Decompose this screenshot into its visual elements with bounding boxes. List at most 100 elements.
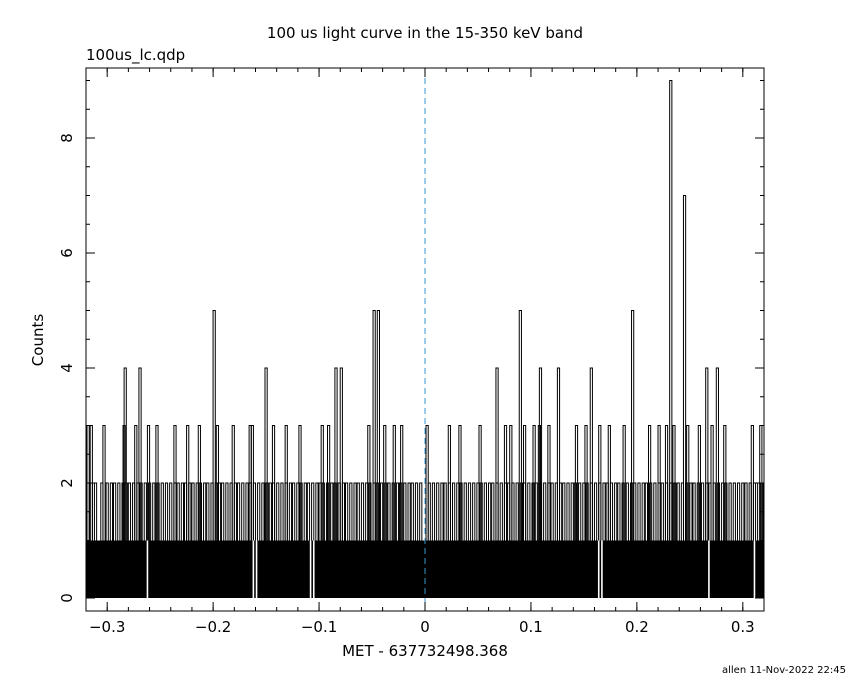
bin-count-3 <box>607 425 611 541</box>
bin-count-2 <box>732 482 736 541</box>
x-tick-label: −0.1 <box>301 618 337 636</box>
bin-count-2 <box>637 482 641 541</box>
bin-count-2 <box>467 482 472 541</box>
bin-count-3 <box>672 425 676 541</box>
bin-count-2 <box>236 482 241 541</box>
x-tick-label: 0 <box>420 618 430 636</box>
bin-count-2 <box>206 482 210 541</box>
zero-bin <box>753 540 756 599</box>
bin-count-2 <box>288 482 293 541</box>
bin-count-2 <box>593 482 598 541</box>
bin-count-2 <box>499 482 503 541</box>
bin-count-3 <box>383 425 387 541</box>
bin-count-2 <box>395 482 400 541</box>
bin-count-2 <box>245 482 249 541</box>
bin-count-2 <box>330 482 334 541</box>
bin-count-2 <box>143 482 147 541</box>
bin-count-2 <box>578 482 582 541</box>
x-axis-label: MET - 637732498.368 <box>342 642 508 660</box>
bin-count-2 <box>276 482 280 541</box>
bin-count-2 <box>440 482 444 541</box>
bin-count-2 <box>570 482 574 541</box>
bin-count-3 <box>547 425 551 541</box>
bin-count-3 <box>584 425 588 541</box>
bin-spike <box>372 310 376 541</box>
bin-count-2 <box>169 482 173 541</box>
bin-count-2 <box>353 482 357 541</box>
bin-count-3 <box>574 425 579 541</box>
bin-spike <box>669 80 673 541</box>
bin-count-3 <box>750 425 754 541</box>
bin-count-2 <box>164 482 169 541</box>
bin-count-3 <box>392 425 396 541</box>
bin-spike <box>715 367 719 541</box>
bin-count-2 <box>617 482 621 541</box>
bin-count-2 <box>463 482 467 541</box>
bin-count-2 <box>436 482 440 541</box>
bin-count-2 <box>261 482 265 541</box>
bin-count-3 <box>532 425 536 541</box>
y-tick-label: 0 <box>58 593 76 603</box>
bin-count-2 <box>692 482 696 541</box>
bin-count-2 <box>641 482 645 541</box>
bin-count-2 <box>268 482 272 541</box>
bin-count-3 <box>400 425 404 541</box>
plot-area <box>86 68 764 611</box>
x-tick-label: 0.1 <box>519 618 543 636</box>
bin-count-3 <box>723 425 727 541</box>
bin-count-2 <box>403 482 407 541</box>
bin-count-2 <box>644 482 649 541</box>
bin-count-3 <box>478 425 482 541</box>
bin-count-2 <box>356 482 360 541</box>
bin-count-3 <box>197 425 201 541</box>
bin-count-2 <box>292 482 296 541</box>
bin-count-2 <box>117 482 121 541</box>
bin-spike <box>138 367 142 541</box>
bin-count-2 <box>407 482 411 541</box>
bin-spike <box>589 367 593 541</box>
bin-count-2 <box>566 482 570 541</box>
zero-bin <box>252 540 255 599</box>
bin-count-2 <box>311 482 315 541</box>
bin-count-2 <box>303 482 307 541</box>
bin-spike <box>376 310 380 541</box>
zero-bin <box>255 540 258 599</box>
bin-count-3 <box>102 425 106 541</box>
bin-count-2 <box>191 482 195 541</box>
bin-count-2 <box>180 482 185 541</box>
zero-bin <box>597 540 600 599</box>
axes: −0.3 −0.2 −0.1 0 0.1 0.2 0.3 0 2 4 6 8 <box>58 68 765 636</box>
bin-count-3 <box>509 425 513 541</box>
bin-spike <box>264 367 268 541</box>
zero-bin <box>708 540 710 599</box>
bin-count-2 <box>410 482 414 541</box>
bin-count-2 <box>160 482 164 541</box>
bin-count-2 <box>419 482 423 541</box>
bin-count-2 <box>315 482 319 541</box>
bin-count-2 <box>306 482 311 541</box>
bin-count-2 <box>345 482 349 541</box>
bin-count-2 <box>543 482 547 541</box>
bin-count-2 <box>736 482 741 541</box>
bin-count-3 <box>458 425 462 541</box>
bin-count-2 <box>741 482 745 541</box>
bin-count-2 <box>527 482 531 541</box>
bin-count-3 <box>657 425 661 541</box>
bin-count-2 <box>744 482 748 541</box>
bin-count-2 <box>443 482 447 541</box>
y-tick-label: 4 <box>58 363 76 373</box>
bin-spike <box>556 367 561 541</box>
bin-count-2 <box>614 482 618 541</box>
bin-count-3 <box>647 425 652 541</box>
bin-count-2 <box>113 482 117 541</box>
bin-count-3 <box>367 425 371 541</box>
bin-count-2 <box>689 482 693 541</box>
bin-count-2 <box>360 482 365 541</box>
bin-count-3 <box>134 425 138 541</box>
bin-count-2 <box>387 482 391 541</box>
bin-count-3 <box>284 425 288 541</box>
bin-count-2 <box>488 482 492 541</box>
bin-count-2 <box>93 482 98 541</box>
bin-spike <box>682 195 687 541</box>
bin-count-3 <box>320 425 324 541</box>
